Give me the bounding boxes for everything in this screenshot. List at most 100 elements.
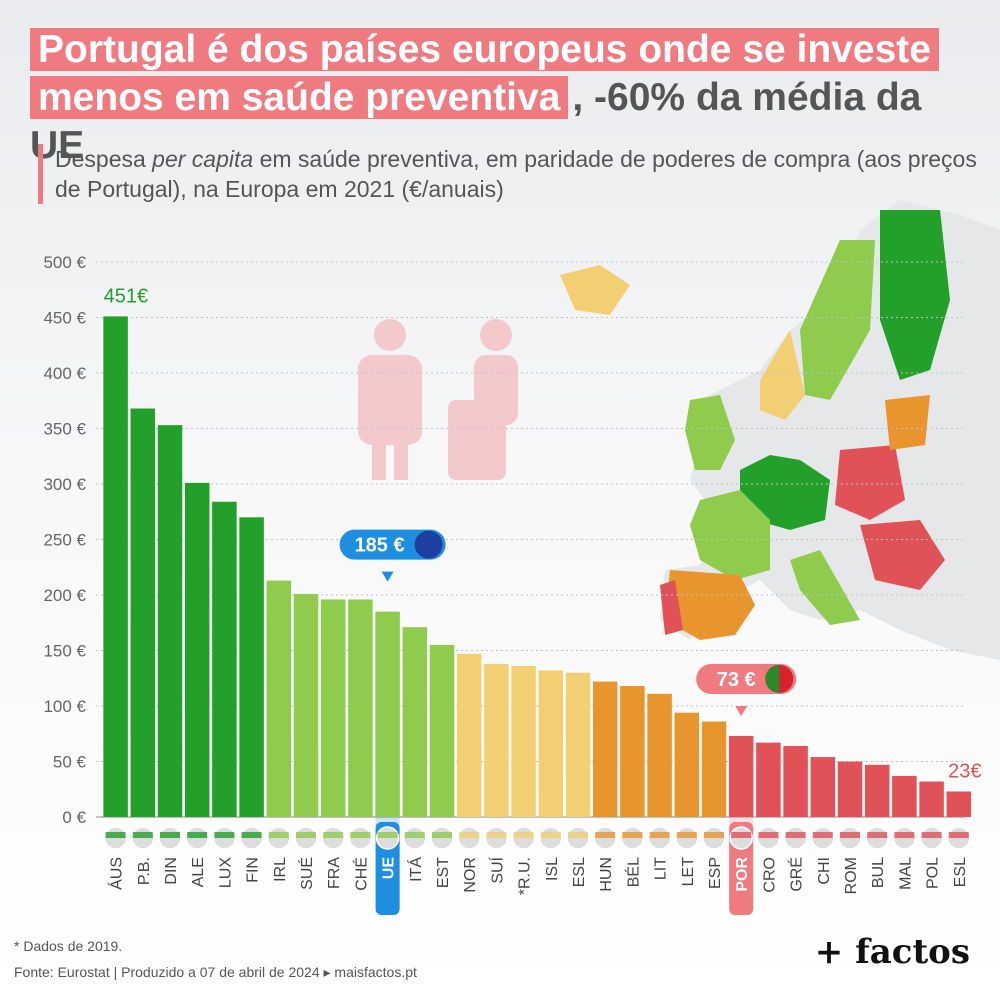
flag-icon bbox=[457, 826, 481, 850]
eu-flag-icon bbox=[414, 530, 443, 559]
flag-icon bbox=[185, 826, 209, 850]
x-tick-label: FRA bbox=[326, 857, 343, 889]
flag-icon bbox=[375, 826, 400, 850]
x-tick-label: LET bbox=[680, 857, 697, 887]
x-tick-label: P.B. bbox=[136, 857, 153, 885]
x-tick-label: SUÉ bbox=[297, 857, 316, 890]
bar-chi bbox=[810, 757, 836, 817]
flag-icon bbox=[865, 826, 889, 850]
bar-bul bbox=[864, 764, 890, 817]
flag-icon bbox=[783, 826, 808, 850]
x-tick-label: IRL bbox=[272, 857, 289, 882]
y-tick-label: 500 € bbox=[43, 253, 86, 272]
x-tick-label: ESP bbox=[707, 857, 724, 889]
y-tick-label: 50 € bbox=[53, 753, 87, 772]
bar-esl bbox=[565, 672, 591, 817]
x-tick-label: BÉL bbox=[623, 857, 642, 887]
flag-icon bbox=[593, 826, 617, 850]
ue-callout-label: 185 € bbox=[355, 535, 405, 557]
x-tick-label: ALE bbox=[190, 857, 207, 887]
y-tick-label: 400 € bbox=[43, 364, 86, 383]
x-tick-label: POL bbox=[925, 857, 942, 889]
bar-fin bbox=[239, 517, 264, 817]
y-tick-label: 350 € bbox=[43, 420, 86, 439]
bar-let bbox=[674, 712, 700, 817]
title-line-2-rest: , -60% da média da UE bbox=[30, 76, 922, 167]
flag-icon bbox=[212, 826, 237, 850]
flag-icon bbox=[702, 826, 726, 850]
x-tick-label: MAL bbox=[897, 857, 914, 890]
bar-gré bbox=[783, 745, 808, 817]
y-tick-label: 200 € bbox=[43, 586, 86, 605]
flag-icon bbox=[675, 826, 699, 850]
x-tick-label: FIN bbox=[245, 857, 262, 883]
x-tick-label: CHI bbox=[816, 857, 833, 885]
flag-icon bbox=[484, 826, 509, 850]
bar-lit bbox=[647, 693, 672, 817]
flag-icon bbox=[348, 826, 373, 850]
footnote: * Dados de 2019. bbox=[14, 938, 123, 954]
flag-icon bbox=[294, 826, 318, 850]
x-tick-label: ESL bbox=[571, 857, 588, 887]
headline: Portugal é dos países europeus onde se i… bbox=[30, 26, 980, 170]
x-tick-label: CHÉ bbox=[351, 857, 370, 891]
bar-pol bbox=[919, 781, 944, 817]
bar-est bbox=[429, 644, 455, 817]
flag-icon bbox=[919, 826, 944, 850]
bar-cro bbox=[756, 742, 781, 817]
flag-icon bbox=[892, 826, 917, 850]
x-tick-label: DIN bbox=[163, 857, 180, 885]
flag-icon bbox=[811, 826, 835, 850]
x-tick-label: LUX bbox=[217, 857, 234, 888]
flag-icon bbox=[239, 826, 264, 850]
bar-lux bbox=[212, 501, 237, 817]
flag-icon bbox=[756, 826, 781, 850]
bar-itá bbox=[402, 627, 428, 817]
bar-din bbox=[157, 425, 183, 817]
bar-irl bbox=[266, 580, 292, 817]
flag-icon bbox=[131, 826, 155, 850]
flag-icon bbox=[158, 826, 182, 850]
flag-icon bbox=[403, 826, 427, 850]
europe-map-illustration bbox=[358, 200, 1000, 660]
por-marker-arrow bbox=[735, 705, 748, 716]
y-tick-label: 300 € bbox=[43, 475, 86, 494]
x-axis: ÁUS P.B. DIN ALE LUX FIN IRL SUÉ FRA CHÉ UE ITÁ EST N… bbox=[107, 856, 969, 895]
bar-nor bbox=[456, 653, 482, 817]
bar-áus bbox=[103, 316, 128, 817]
flag-icon bbox=[267, 826, 291, 850]
title-line-2-highlight: menos em saúde preventiva bbox=[30, 76, 569, 119]
x-tick-label: UE bbox=[381, 857, 398, 880]
x-tick-label: CRO bbox=[761, 857, 778, 893]
title-line-1: Portugal é dos países europeus onde se i… bbox=[30, 28, 939, 71]
bar-ue bbox=[375, 611, 400, 817]
x-tick-label: GRÉ bbox=[787, 857, 806, 892]
x-tick-label: ESL bbox=[952, 857, 969, 887]
y-tick-label: 450 € bbox=[43, 309, 86, 328]
ue-marker-arrow bbox=[381, 571, 394, 582]
flag-icon bbox=[620, 826, 645, 850]
bar-isl bbox=[538, 670, 564, 817]
y-axis: 0 € 50 € 100 € 150 € 200 € 250 € 300 € 350 € 400… bbox=[43, 253, 86, 827]
flag-icons bbox=[103, 826, 971, 850]
bar-suí bbox=[484, 663, 509, 817]
por-callout: 73 € bbox=[696, 663, 797, 716]
y-tick-label: 0 € bbox=[62, 808, 86, 827]
flag-icon bbox=[566, 826, 590, 850]
x-tick-label: *R.U. bbox=[517, 857, 534, 895]
x-tick-label: NOR bbox=[462, 857, 479, 893]
bar-mal bbox=[892, 775, 917, 817]
bar-pb bbox=[130, 408, 156, 817]
bar-esp bbox=[701, 721, 727, 817]
doctor-patient-icon bbox=[358, 319, 518, 480]
y-tick-label: 100 € bbox=[43, 697, 86, 716]
bar-por bbox=[728, 735, 754, 817]
y-tick-label: 250 € bbox=[43, 531, 86, 550]
x-tick-label: ISL bbox=[544, 857, 561, 881]
x-tick-label: LIT bbox=[653, 857, 670, 880]
por-callout-label: 73 € bbox=[717, 669, 756, 691]
flag-icon bbox=[511, 826, 536, 850]
flag-icon bbox=[321, 826, 345, 850]
x-tick-label: HUN bbox=[598, 857, 615, 892]
